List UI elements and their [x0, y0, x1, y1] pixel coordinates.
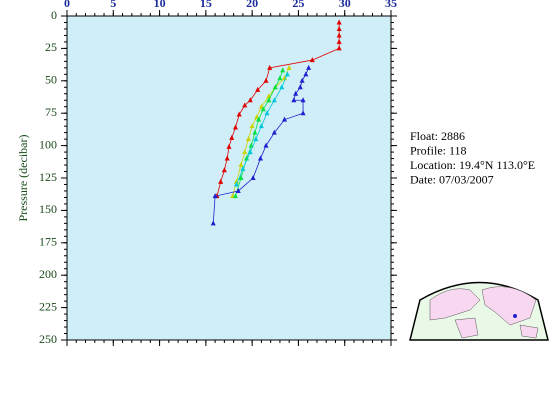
data-point: [245, 136, 251, 142]
x-tick-label: 25: [292, 0, 304, 10]
data-point: [267, 64, 273, 70]
data-point: [277, 75, 283, 81]
data-point: [218, 178, 224, 184]
data-point: [297, 84, 303, 90]
data-point: [271, 129, 277, 135]
data-point: [254, 114, 260, 120]
data-point: [258, 123, 264, 129]
profile-info: Location: 19.4°N 113.0°E: [410, 158, 535, 172]
x-tick-label: 30: [339, 0, 351, 10]
data-point: [229, 134, 235, 140]
y-tick-label: 125: [39, 170, 57, 184]
data-point: [247, 149, 253, 155]
data-point: [272, 84, 278, 90]
world-map: [409, 281, 549, 341]
data-point: [336, 45, 342, 51]
y-axis-label: Pressure (decibar): [16, 135, 30, 222]
data-point: [282, 75, 288, 81]
data-point: [232, 124, 238, 130]
x-tick-label: 10: [154, 0, 166, 10]
data-point: [253, 136, 259, 142]
data-point: [255, 86, 261, 92]
data-point: [306, 64, 312, 70]
x-tick-label: 15: [200, 0, 212, 10]
y-tick-label: 100: [39, 137, 57, 151]
y-tick-label: 25: [45, 40, 57, 54]
profile-line: [212, 67, 309, 224]
y-tick-label: 75: [45, 105, 57, 119]
profile-info: Profile: 118: [410, 143, 467, 157]
data-point: [238, 162, 244, 168]
data-point: [263, 77, 269, 83]
data-point: [286, 64, 292, 70]
y-tick-label: 50: [45, 73, 57, 87]
data-point: [293, 90, 299, 96]
data-point: [236, 111, 242, 117]
data-point: [266, 97, 272, 103]
plot-frame: [66, 15, 392, 341]
data-point: [336, 38, 342, 44]
data-point: [258, 103, 264, 109]
data-point: [336, 32, 342, 38]
data-point: [303, 71, 309, 77]
data-point: [240, 165, 246, 171]
data-point: [250, 175, 256, 180]
data-point: [232, 193, 238, 199]
data-point: [263, 142, 269, 148]
y-tick-label: 250: [39, 332, 57, 346]
data-point: [300, 97, 306, 103]
data-point: [235, 187, 241, 193]
data-point: [238, 175, 244, 180]
profile-info: Float: 2886: [410, 129, 465, 143]
y-tick-label: 225: [39, 299, 57, 313]
data-point: [279, 84, 285, 90]
data-point: [264, 110, 270, 116]
data-point: [271, 97, 277, 103]
data-point: [300, 110, 306, 116]
x-tick-label: 35: [385, 0, 397, 10]
profile-line: [232, 67, 290, 197]
data-point: [299, 77, 305, 83]
data-point: [244, 155, 250, 161]
data-point: [257, 155, 263, 161]
data-point: [233, 181, 239, 187]
data-point: [309, 57, 315, 63]
data-point: [284, 71, 290, 77]
data-point: [242, 149, 248, 155]
data-point: [226, 143, 232, 149]
data-point: [247, 97, 253, 103]
y-tick-label: 200: [39, 267, 57, 281]
y-tick-label: 175: [39, 235, 57, 249]
x-tick-label: 20: [246, 0, 258, 10]
data-point: [252, 129, 258, 135]
data-point: [260, 106, 266, 112]
data-point: [249, 123, 255, 129]
data-point: [233, 178, 239, 184]
data-point: [221, 167, 227, 173]
data-point: [336, 19, 342, 25]
x-tick-label: 5: [110, 0, 116, 10]
y-tick-label: 150: [39, 202, 57, 216]
profile-info: Date: 07/03/2007: [410, 172, 494, 186]
data-point: [291, 97, 297, 103]
y-tick-label: 0: [51, 8, 57, 22]
plot-area: [67, 16, 391, 340]
data-point: [210, 220, 216, 226]
data-point: [282, 116, 288, 122]
data-point: [280, 67, 286, 73]
data-point: [256, 116, 262, 122]
data-point: [242, 102, 248, 108]
data-point: [224, 155, 230, 161]
data-point: [212, 193, 218, 199]
x-tick-label: 0: [64, 0, 70, 10]
data-point: [336, 25, 342, 31]
